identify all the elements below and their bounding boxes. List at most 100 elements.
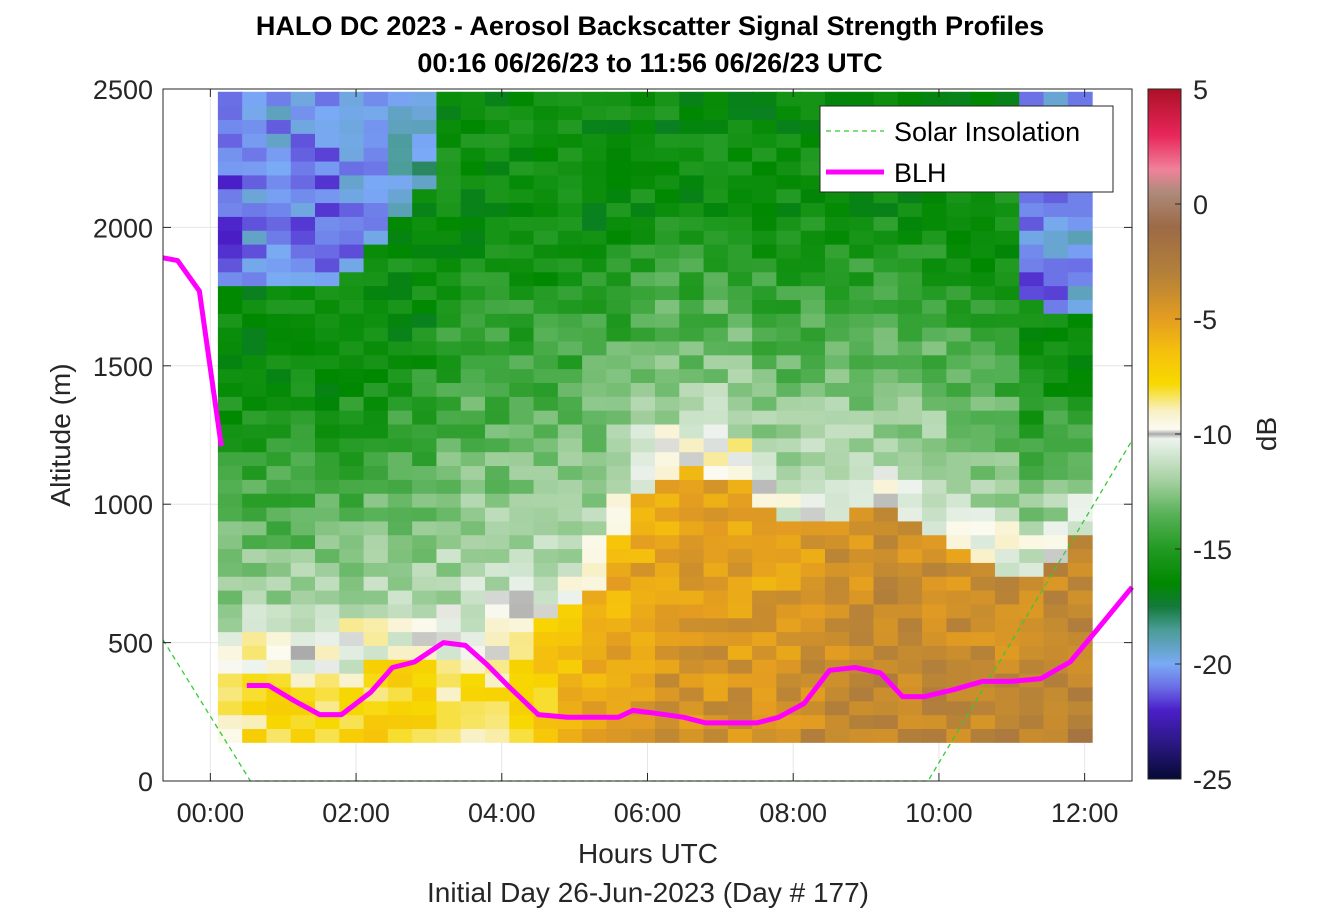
heatmap-cell	[266, 465, 292, 480]
heatmap-cell	[752, 299, 777, 314]
heatmap-cell	[266, 645, 292, 660]
heatmap-cell	[582, 437, 608, 453]
heatmap-cell	[266, 603, 292, 619]
heatmap-cell	[533, 631, 559, 646]
heatmap-cell	[654, 340, 680, 356]
heatmap-cell	[946, 216, 972, 231]
heatmap-cell	[485, 645, 510, 660]
heatmap-cell	[1019, 479, 1045, 494]
heatmap-cell	[606, 327, 632, 342]
heatmap-cell	[994, 313, 1020, 328]
heatmap-cell	[630, 271, 656, 287]
heatmap-cell	[970, 479, 996, 494]
heatmap-cell	[776, 506, 802, 522]
heatmap-cell	[557, 119, 583, 134]
heatmap-cell	[509, 659, 535, 674]
heatmap-cell	[509, 202, 535, 217]
heatmap-cell	[460, 576, 486, 591]
heatmap-cell	[849, 437, 875, 453]
heatmap-cell	[800, 659, 826, 674]
heatmap-cell	[630, 576, 656, 591]
heatmap-cell	[242, 133, 268, 148]
heatmap-cell	[776, 603, 802, 619]
heatmap-cell	[946, 340, 972, 356]
heatmap-cell	[897, 506, 923, 522]
heatmap-cell	[339, 271, 365, 287]
heatmap-cell	[849, 202, 875, 217]
heatmap-cell	[217, 160, 243, 176]
heatmap-cell	[873, 354, 899, 370]
heatmap-cell	[1019, 202, 1045, 217]
heatmap-cell	[800, 216, 826, 231]
heatmap-cell	[266, 340, 292, 356]
heatmap-cell	[363, 437, 389, 453]
heatmap-cell	[509, 340, 535, 356]
heatmap-cell	[363, 479, 389, 494]
heatmap-cell	[654, 271, 680, 287]
heatmap-cell	[387, 548, 413, 563]
heatmap-cell	[946, 202, 972, 217]
heatmap-cell	[266, 714, 292, 730]
heatmap-cell	[630, 230, 656, 245]
heatmap-cell	[557, 479, 583, 494]
heatmap-cell	[339, 340, 365, 356]
heatmap-cell	[849, 382, 875, 397]
heatmap-cell	[436, 202, 462, 217]
heatmap-cell	[266, 354, 292, 370]
heatmap-cell	[217, 147, 243, 162]
heatmap-cell	[460, 465, 486, 480]
heatmap-cell	[582, 534, 608, 550]
heatmap-cell	[290, 313, 316, 328]
heatmap-cell	[339, 174, 365, 190]
heatmap-cell	[824, 506, 850, 522]
heatmap-cell	[776, 686, 802, 702]
heatmap-cell	[387, 576, 413, 591]
heatmap-cell	[654, 382, 680, 397]
heatmap-cell	[485, 160, 510, 176]
heatmap-cell	[970, 313, 996, 328]
heatmap-cell	[752, 465, 777, 480]
heatmap-cell	[509, 368, 535, 384]
heatmap-cell	[679, 327, 705, 342]
heatmap-cell	[460, 299, 486, 314]
heatmap-cell	[824, 479, 850, 494]
heatmap-cell	[800, 396, 826, 411]
heatmap-cell	[800, 493, 826, 508]
heatmap-cell	[752, 700, 777, 716]
heatmap-cell	[242, 160, 268, 176]
heatmap-cell	[1067, 257, 1093, 273]
heatmap-cell	[922, 410, 947, 425]
heatmap-cell	[752, 451, 777, 467]
heatmap-cell	[824, 244, 850, 259]
heatmap-cell	[752, 285, 777, 300]
heatmap-cell	[776, 617, 802, 633]
heatmap-cell	[606, 340, 632, 356]
heatmap-cell	[509, 631, 535, 646]
heatmap-cell	[849, 285, 875, 300]
heatmap-cell	[994, 728, 1020, 743]
heatmap-cell	[776, 410, 802, 425]
heatmap-cell	[654, 410, 680, 425]
heatmap-cell	[606, 257, 632, 273]
heatmap-cell	[436, 299, 462, 314]
heatmap-cell	[1019, 313, 1045, 328]
heatmap-cell	[485, 285, 510, 300]
heatmap-cell	[849, 562, 875, 577]
heatmap-cell	[800, 202, 826, 217]
heatmap-cell	[242, 382, 268, 397]
heatmap-cell	[557, 299, 583, 314]
heatmap-cell	[654, 562, 680, 577]
heatmap-cell	[727, 271, 753, 287]
heatmap-cell	[485, 271, 510, 287]
heatmap-cell	[460, 174, 486, 190]
heatmap-cell	[970, 368, 996, 384]
heatmap-cell	[654, 534, 680, 550]
heatmap-cell	[582, 479, 608, 494]
heatmap-cell	[363, 548, 389, 563]
heatmap-cell	[387, 202, 413, 217]
heatmap-cell	[727, 410, 753, 425]
heatmap-cell	[727, 188, 753, 204]
heatmap-cell	[557, 728, 583, 743]
heatmap-cell	[606, 244, 632, 259]
heatmap-cell	[363, 576, 389, 591]
